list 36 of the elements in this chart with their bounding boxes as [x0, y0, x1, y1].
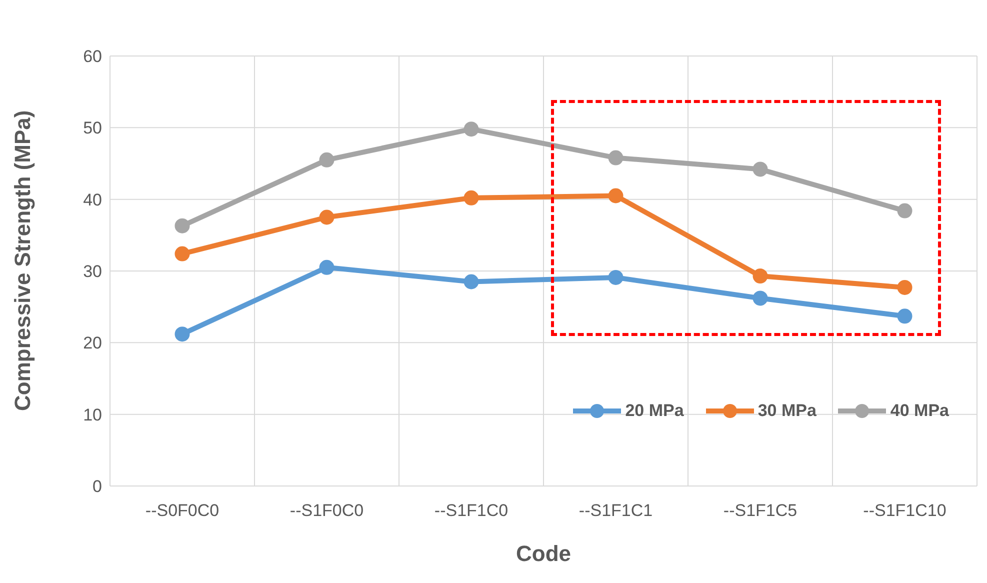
- x-tick-label: --S1F1C10: [863, 501, 946, 520]
- legend-label: 30 MPa: [758, 401, 816, 421]
- point: [174, 246, 190, 262]
- x-axis-title: Code: [516, 541, 571, 566]
- y-axis-title: Compressive Strength (MPa): [10, 110, 35, 411]
- point: [464, 190, 479, 206]
- x-tick-label: --S1F1C1: [578, 501, 653, 520]
- point: [319, 152, 334, 168]
- point: [897, 308, 912, 324]
- point: [608, 150, 624, 166]
- x-tick-label: --S1F1C5: [723, 501, 798, 520]
- point: [752, 290, 768, 306]
- point: [464, 122, 479, 137]
- point: [752, 162, 768, 177]
- x-tick-label: --S0F0C0: [145, 501, 220, 520]
- y-tick-label: 0: [92, 477, 102, 496]
- point: [608, 270, 624, 285]
- x-tick-label: --S1F1C0: [434, 501, 508, 520]
- y-tick-label: 40: [83, 190, 102, 210]
- point: [897, 280, 912, 295]
- y-tick-label: 20: [83, 334, 102, 353]
- y-tick-label: 50: [83, 118, 102, 138]
- point: [752, 268, 768, 284]
- point: [608, 188, 624, 204]
- legend-label: 40 MPa: [890, 401, 949, 421]
- point: [319, 260, 334, 275]
- y-tick-label: 60: [83, 47, 102, 66]
- point: [174, 218, 190, 234]
- x-tick-label: --S1F0C0: [290, 501, 364, 520]
- point: [319, 210, 334, 225]
- legend-label: 20 MPa: [625, 401, 684, 421]
- y-tick-label: 30: [83, 262, 102, 282]
- point: [897, 203, 912, 218]
- point: [174, 326, 190, 342]
- y-tick-label: 10: [83, 405, 102, 424]
- point: [464, 274, 479, 290]
